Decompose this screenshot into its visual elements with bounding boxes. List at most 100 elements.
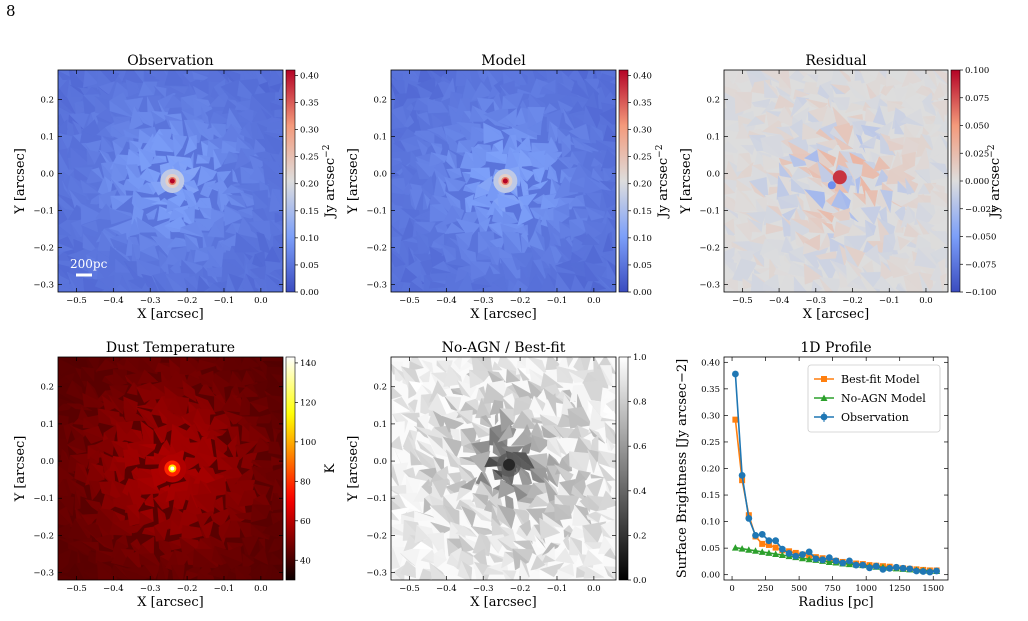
image-facet xyxy=(250,504,267,523)
image-facet xyxy=(483,122,505,144)
colorbar-tick-label: 0.05 xyxy=(300,261,319,271)
legend-marker xyxy=(820,394,828,401)
image-facet xyxy=(470,283,492,291)
image-facet xyxy=(600,149,616,172)
image-facet xyxy=(157,559,166,580)
data-point xyxy=(752,532,759,539)
image-facet xyxy=(225,222,238,236)
image-facet xyxy=(391,269,403,284)
image-facet xyxy=(820,181,840,198)
image-facet xyxy=(137,369,159,384)
image-facet xyxy=(511,410,539,430)
colorbar xyxy=(618,69,629,293)
image-facet xyxy=(601,189,616,209)
image-facet xyxy=(539,86,556,95)
image-facet xyxy=(399,493,423,514)
image-facet xyxy=(86,149,95,165)
colorbar-tick-label: 0.100 xyxy=(965,66,989,76)
y-tick-label: −0.3 xyxy=(366,569,387,579)
image-facet xyxy=(473,561,486,580)
x-tick-label: 0.0 xyxy=(587,584,601,594)
image-facet xyxy=(108,208,134,225)
image-facet xyxy=(265,273,283,292)
colorbar-tick-label: 120 xyxy=(300,398,316,408)
image-facet xyxy=(266,117,283,124)
image-facet xyxy=(73,167,90,182)
image-facet xyxy=(95,358,119,372)
image-facet xyxy=(502,95,518,110)
y-tick-label: −0.1 xyxy=(33,494,54,504)
image-facet xyxy=(207,416,232,432)
image-facet xyxy=(570,236,587,256)
image-facet xyxy=(405,83,423,99)
image-facet xyxy=(391,546,401,570)
data-point xyxy=(732,416,739,423)
image-facet xyxy=(570,274,585,292)
image-facet xyxy=(198,207,213,220)
image-facet xyxy=(456,411,473,425)
agn-core-inner xyxy=(503,458,516,471)
data-point xyxy=(812,555,820,563)
colorbar-tick-label: 40 xyxy=(300,556,311,566)
image-facet xyxy=(207,566,227,580)
image-facet xyxy=(58,98,77,117)
image-facet xyxy=(192,119,214,143)
colorbar-tick-label: 0.025 xyxy=(965,149,989,159)
image-facet xyxy=(150,468,167,488)
image-facet xyxy=(734,91,752,114)
image-facet xyxy=(391,572,402,580)
colorbar-tick-label: 0.05 xyxy=(633,261,652,271)
data-point xyxy=(738,545,746,552)
image-facet xyxy=(539,569,555,580)
image-facet xyxy=(85,254,97,269)
image-facet xyxy=(568,101,584,115)
x-tick-label: −0.3 xyxy=(805,296,826,306)
image-facet xyxy=(96,127,114,139)
image-facet xyxy=(875,189,891,214)
image-facet xyxy=(172,134,183,158)
y-tick-label: −0.3 xyxy=(366,281,387,291)
image-facet xyxy=(468,199,494,209)
x-tick-label: 0 xyxy=(729,584,734,594)
image-facet xyxy=(136,216,160,233)
image-facet xyxy=(434,225,450,234)
data-point xyxy=(772,544,779,551)
image-facet xyxy=(101,395,119,413)
x-tick-label: −0.5 xyxy=(66,584,87,594)
image-facet xyxy=(596,275,614,292)
image-facet xyxy=(470,421,491,439)
image-facet xyxy=(606,260,616,284)
image-facet xyxy=(492,441,503,459)
image-facet xyxy=(554,547,575,564)
image-facet xyxy=(138,357,158,375)
image-facet xyxy=(194,218,210,231)
image-facet xyxy=(519,175,529,197)
colorbar-tick-label: 0.10 xyxy=(300,234,319,244)
image-facet xyxy=(256,231,272,255)
image-facet xyxy=(256,122,266,142)
colorbar-tick-label: 0.15 xyxy=(633,207,652,217)
image-facet xyxy=(79,130,105,144)
data-point xyxy=(765,549,773,556)
image-facet xyxy=(463,445,477,454)
x-tick-label: −0.1 xyxy=(214,584,235,594)
data-point xyxy=(825,558,833,565)
data-point xyxy=(765,541,772,548)
x-axis-label: X [arcsec] xyxy=(803,307,869,322)
image-facet xyxy=(150,110,166,125)
colorbar-tick-label: 0.6 xyxy=(633,442,647,452)
image-facet xyxy=(139,197,162,211)
image-facet xyxy=(267,538,281,553)
data-point xyxy=(926,568,934,576)
y-tick-label: 0.1 xyxy=(373,420,387,430)
image-facet xyxy=(153,429,165,444)
x-tick-label: −0.1 xyxy=(214,296,235,306)
image-facet xyxy=(517,88,535,95)
image-facet xyxy=(917,183,931,195)
colorbar-tick-label: 0.25 xyxy=(300,153,319,163)
image-facet xyxy=(407,403,416,414)
image-facet xyxy=(929,275,943,292)
image-facet xyxy=(74,490,81,511)
image-facet xyxy=(489,282,507,292)
